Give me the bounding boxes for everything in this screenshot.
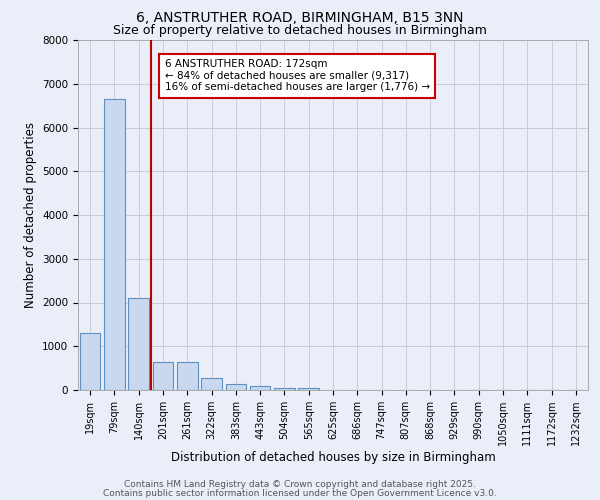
- Bar: [250, 386, 271, 390]
- Text: 6, ANSTRUTHER ROAD, BIRMINGHAM, B15 3NN: 6, ANSTRUTHER ROAD, BIRMINGHAM, B15 3NN: [136, 11, 464, 25]
- Bar: [128, 298, 149, 390]
- Text: Contains HM Land Registry data © Crown copyright and database right 2025.: Contains HM Land Registry data © Crown c…: [124, 480, 476, 489]
- Text: Size of property relative to detached houses in Birmingham: Size of property relative to detached ho…: [113, 24, 487, 37]
- X-axis label: Distribution of detached houses by size in Birmingham: Distribution of detached houses by size …: [170, 451, 496, 464]
- Bar: [298, 388, 319, 390]
- Bar: [80, 333, 100, 390]
- Bar: [226, 384, 246, 390]
- Bar: [201, 378, 222, 390]
- Bar: [177, 362, 197, 390]
- Text: 6 ANSTRUTHER ROAD: 172sqm
← 84% of detached houses are smaller (9,317)
16% of se: 6 ANSTRUTHER ROAD: 172sqm ← 84% of detac…: [164, 59, 430, 92]
- Text: Contains public sector information licensed under the Open Government Licence v3: Contains public sector information licen…: [103, 488, 497, 498]
- Bar: [104, 99, 125, 390]
- Y-axis label: Number of detached properties: Number of detached properties: [23, 122, 37, 308]
- Bar: [152, 362, 173, 390]
- Bar: [274, 388, 295, 390]
